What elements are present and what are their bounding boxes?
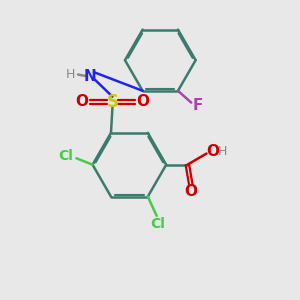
Text: N: N [84,68,97,83]
Text: O: O [136,94,149,110]
Text: H: H [218,145,227,158]
Text: O: O [206,144,220,159]
Text: O: O [76,94,88,110]
Text: H: H [66,68,75,81]
Text: S: S [106,93,119,111]
Text: Cl: Cl [150,217,165,231]
Text: Cl: Cl [58,149,74,163]
Text: F: F [193,98,203,113]
Text: O: O [184,184,197,199]
